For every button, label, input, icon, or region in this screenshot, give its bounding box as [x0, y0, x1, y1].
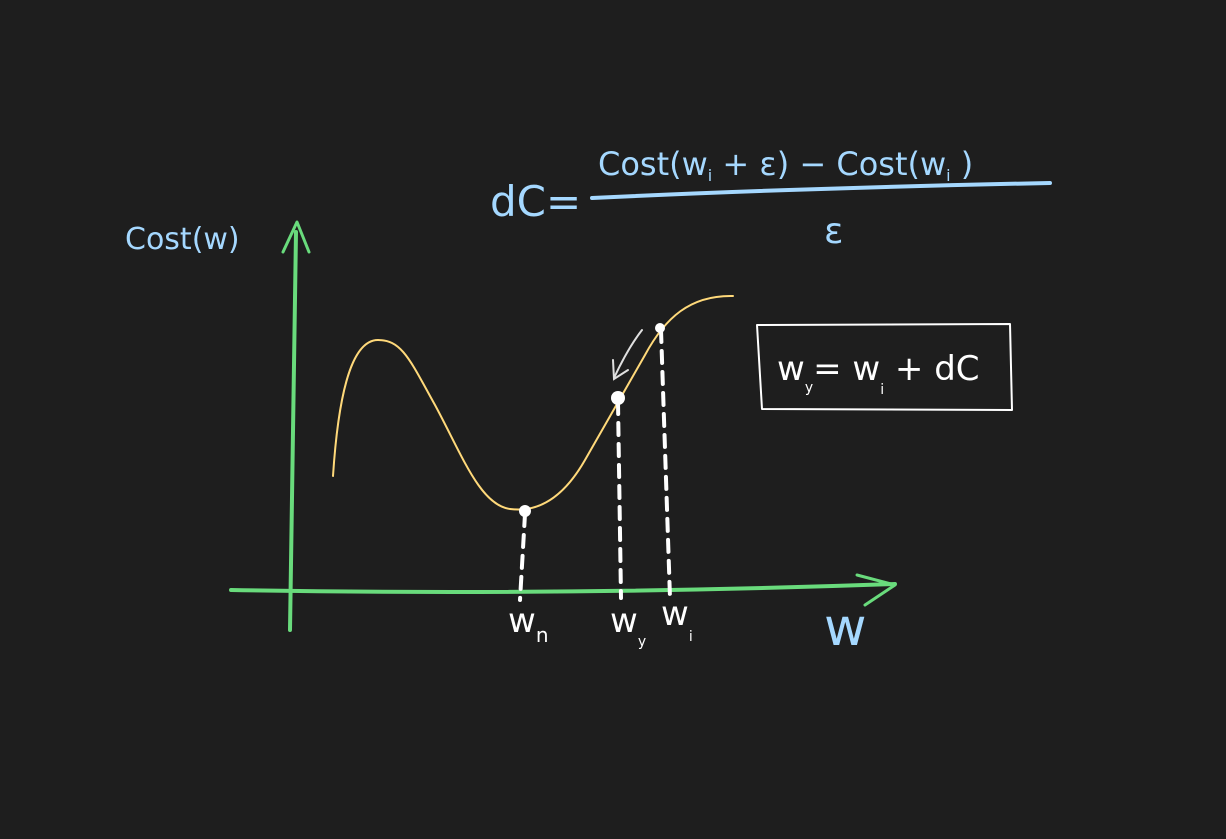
point-wy: [611, 391, 625, 405]
update-rule-border: [756, 323, 1013, 411]
point-wn: [519, 505, 531, 517]
drop-line-wi: [659, 328, 672, 600]
formula-numerator: Cost(wi + ε) − Cost(wi ): [598, 145, 973, 185]
drop-line-wy: [616, 400, 623, 600]
step-arrow: [612, 329, 643, 381]
label-wy: wy: [610, 601, 646, 650]
y-axis-arrowhead: [281, 220, 311, 254]
cost-curve: [332, 294, 734, 511]
drop-lines: [518, 328, 672, 602]
update-rule-text: wy= wi + dC: [777, 349, 980, 398]
x-axis-label: w: [824, 598, 867, 658]
label-wi: wi: [661, 594, 693, 645]
x-axis-arrowhead: [855, 573, 897, 607]
point-wi: [655, 323, 665, 333]
fraction-bar: [590, 181, 1052, 200]
y-axis-label: Cost(w): [125, 222, 240, 257]
axes: Cost(w) w: [125, 220, 897, 658]
formula-lhs: dC=: [490, 177, 581, 226]
update-rule-box: wy= wi + dC: [756, 323, 1013, 411]
label-wn: wn: [508, 601, 549, 647]
drop-line-wn: [518, 512, 527, 602]
formula-denominator: ε: [824, 211, 843, 252]
curve-points: [519, 323, 665, 517]
y-axis: [288, 230, 298, 632]
x-axis: [229, 582, 897, 594]
point-labels: wn wy wi: [508, 594, 693, 650]
derivative-formula: dC= Cost(wi + ε) − Cost(wi ) ε: [490, 145, 1052, 252]
